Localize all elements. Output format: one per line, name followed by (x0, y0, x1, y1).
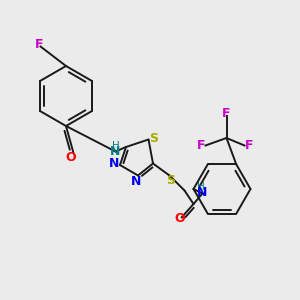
Text: N: N (110, 145, 121, 158)
Text: F: F (245, 139, 253, 152)
Text: F: F (197, 139, 205, 152)
Text: S: S (167, 173, 176, 187)
Text: F: F (35, 38, 43, 52)
Text: O: O (65, 151, 76, 164)
Text: N: N (131, 175, 142, 188)
Text: F: F (222, 106, 231, 120)
Text: N: N (109, 157, 119, 170)
Text: H: H (112, 141, 119, 151)
Text: H: H (197, 182, 205, 193)
Text: N: N (197, 185, 208, 199)
Text: S: S (149, 131, 158, 145)
Text: O: O (175, 212, 185, 226)
